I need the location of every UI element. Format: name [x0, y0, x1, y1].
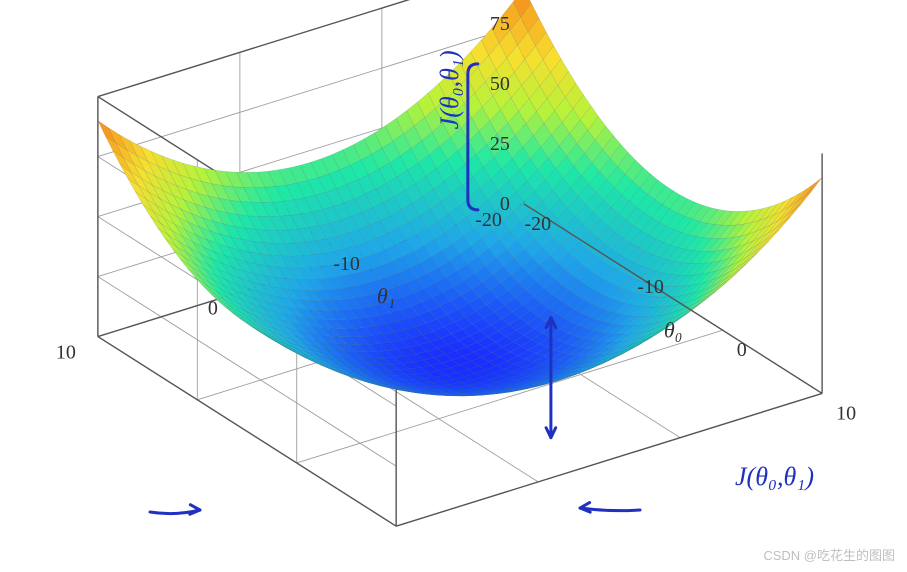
surface-plot-figure: J(θ₀,θ₁)J(θ₀,θ₁) 0 25 50 75 100 10 0 -10… — [0, 0, 907, 572]
watermark-text: CSDN @吃花生的图图 — [763, 545, 895, 564]
plot-svg: J(θ₀,θ₁) J(θ₀,θ₁) — [0, 0, 907, 572]
z-axis-hand-label: J(θ₀,θ₁) — [435, 50, 464, 129]
corner-hand-label: J(θ₀,θ₁) — [735, 462, 814, 491]
